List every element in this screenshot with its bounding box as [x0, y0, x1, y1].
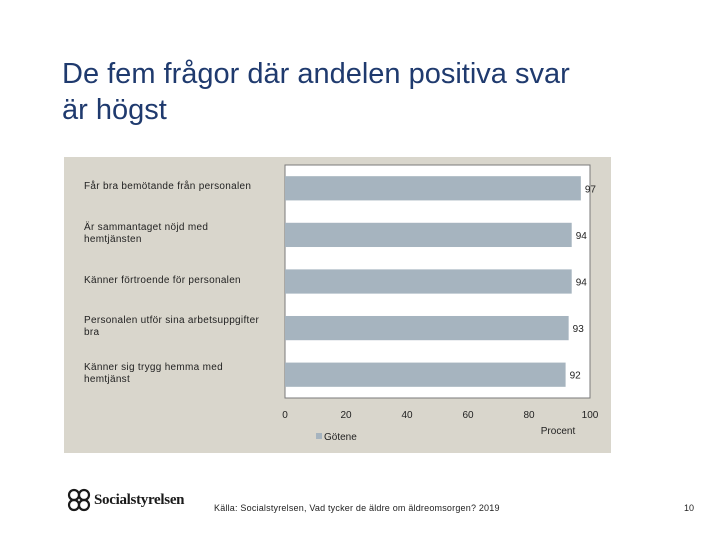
category-label: Känner förtroende för personalen [84, 275, 274, 287]
title-line-1: De fem frågor där andelen positiva svar [62, 58, 570, 90]
x-tick-label: 20 [340, 410, 352, 421]
x-tick-label: 60 [462, 410, 474, 421]
x-tick-label: 40 [401, 410, 413, 421]
logo-wordmark: Socialstyrelsen [94, 491, 185, 508]
category-label: Får bra bemötande från personalen [84, 181, 274, 193]
x-axis-label: Procent [541, 426, 576, 437]
bar-chart: 97 94 94 93 92 0 20 40 60 80 100 Procent Götene [64, 157, 611, 453]
bar [285, 269, 572, 294]
x-tick-label: 80 [523, 410, 535, 421]
data-label: 93 [573, 324, 585, 335]
data-label: 94 [576, 278, 588, 289]
legend-swatch [316, 433, 322, 439]
x-tick-label: 0 [282, 410, 288, 421]
x-tick-label: 100 [582, 410, 599, 421]
category-label-line: Känner förtroende för personalen [84, 274, 241, 286]
bar [285, 362, 566, 387]
bar [285, 315, 569, 341]
category-label-line: hemtjänst [84, 373, 131, 385]
page-number: 10 [684, 503, 695, 513]
category-label: Personalen utför sina arbetsuppgifter bra [84, 315, 274, 339]
source-note: Källa: Socialstyrelsen, Vad tycker de äl… [214, 503, 500, 513]
data-label: 92 [570, 371, 582, 382]
category-label-line: Är sammantaget nöjd med [84, 221, 209, 233]
bar [285, 222, 572, 248]
data-label: 94 [576, 231, 588, 242]
category-label: Känner sig trygg hemma med hemtjänst [84, 362, 274, 386]
logo-emblem-icon [67, 488, 91, 512]
category-label-line: Personalen utför sina arbetsuppgifter [84, 315, 260, 327]
socialstyrelsen-logo: Socialstyrelsen [66, 487, 185, 513]
title-line-2: är högst [62, 94, 167, 126]
data-label: 97 [585, 184, 597, 195]
chart-panel: 97 94 94 93 92 0 20 40 60 80 100 Procent Götene Får … [64, 157, 611, 453]
category-label-line: hemtjänsten [84, 233, 142, 245]
category-label: Är sammantaget nöjd med hemtjänsten [84, 222, 274, 246]
category-label-line: Får bra bemötande från personalen [84, 181, 252, 193]
bar [285, 176, 581, 201]
slide-title: De fem frågor där andelen positiva svar … [62, 56, 702, 128]
legend-label: Götene [324, 432, 357, 443]
category-label-line: bra [84, 327, 100, 339]
category-label-line: Känner sig trygg hemma med [84, 361, 223, 373]
